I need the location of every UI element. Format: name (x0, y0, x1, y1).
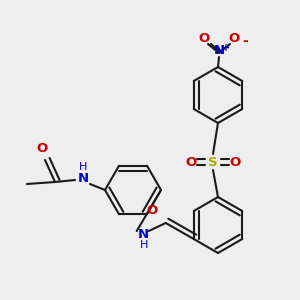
Text: O: O (230, 155, 241, 169)
Text: O: O (185, 155, 197, 169)
Text: O: O (228, 32, 240, 46)
Text: S: S (208, 155, 218, 169)
Text: +: + (222, 43, 230, 53)
Text: O: O (198, 32, 210, 46)
Text: H: H (140, 240, 148, 250)
Text: N: N (213, 44, 225, 58)
Text: O: O (36, 142, 48, 154)
Text: H: H (79, 162, 87, 172)
Text: -: - (242, 34, 248, 48)
Text: O: O (146, 205, 158, 218)
Text: N: N (138, 227, 149, 241)
Text: N: N (77, 172, 88, 184)
